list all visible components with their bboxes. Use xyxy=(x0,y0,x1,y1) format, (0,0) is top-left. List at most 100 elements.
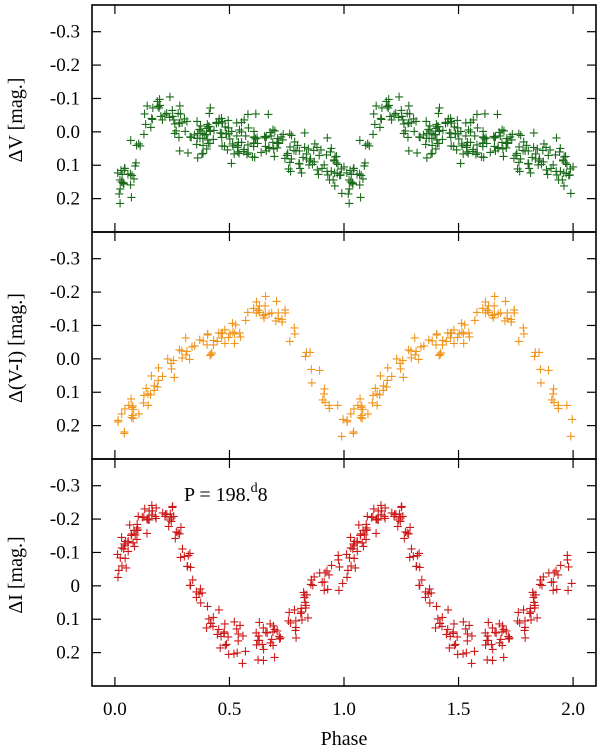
data-point: + xyxy=(240,129,251,144)
data-point: + xyxy=(528,590,539,605)
data-point: + xyxy=(489,289,500,304)
data-point: + xyxy=(427,334,438,349)
data-point: + xyxy=(499,124,510,139)
data-point: + xyxy=(536,376,547,391)
data-point: + xyxy=(260,140,271,155)
data-point: + xyxy=(349,551,360,566)
data-point: + xyxy=(481,131,492,146)
data-point: + xyxy=(348,426,359,441)
data-point: + xyxy=(128,536,139,551)
data-point: + xyxy=(197,147,208,162)
data-point: + xyxy=(191,590,202,605)
data-point: + xyxy=(322,165,333,180)
data-point: + xyxy=(304,158,315,173)
data-point: + xyxy=(169,370,180,385)
data-point: + xyxy=(235,619,246,634)
data-point: + xyxy=(201,122,212,137)
data-point: + xyxy=(198,139,209,154)
data-point: + xyxy=(202,599,213,614)
data-point: + xyxy=(211,115,222,130)
data-point: + xyxy=(203,120,214,135)
data-point: + xyxy=(500,314,511,329)
data-point: + xyxy=(494,636,505,651)
data-point: + xyxy=(371,99,382,114)
data-point: + xyxy=(397,353,408,368)
data-point: + xyxy=(518,321,529,336)
data-point: + xyxy=(361,521,372,536)
data-point: + xyxy=(251,626,262,641)
data-point: + xyxy=(249,150,260,165)
data-point: + xyxy=(235,330,246,345)
data-point: + xyxy=(530,588,541,603)
data-point: + xyxy=(472,121,483,136)
data-point: + xyxy=(558,153,569,168)
data-point: + xyxy=(284,334,295,349)
data-point: + xyxy=(274,629,285,644)
data-point: + xyxy=(270,314,281,329)
data-point: + xyxy=(358,172,369,187)
data-point: + xyxy=(319,158,330,173)
data-point: + xyxy=(265,617,276,632)
data-point: + xyxy=(269,650,280,665)
data-point: + xyxy=(294,157,305,172)
data-point: + xyxy=(424,132,435,147)
data-point: + xyxy=(372,387,383,402)
data-point: + xyxy=(299,588,310,603)
data-point: + xyxy=(523,144,534,159)
data-point: + xyxy=(472,146,483,161)
data-point: + xyxy=(438,123,449,138)
data-point: + xyxy=(345,530,356,545)
data-point: + xyxy=(300,350,311,365)
data-point: + xyxy=(301,147,312,162)
data-point: + xyxy=(268,123,279,138)
data-point: + xyxy=(483,299,494,314)
data-point: + xyxy=(431,599,442,614)
data-point: + xyxy=(467,145,478,160)
data-point: + xyxy=(509,151,520,166)
data-point: + xyxy=(259,130,270,145)
data-point: + xyxy=(445,131,456,146)
data-point: + xyxy=(563,168,574,183)
data-point: + xyxy=(530,599,541,614)
data-point: + xyxy=(434,348,445,363)
data-point: + xyxy=(166,515,177,530)
data-point: + xyxy=(169,117,180,132)
data-point: + xyxy=(145,388,156,403)
data-point: + xyxy=(234,123,245,138)
series-vi-points: + ++ ++ ++ ++ ++ ++ ++ ++ ++ ++ ++ ++ ++ ++ ++ ++ ++ ++ ++ +… xyxy=(113,289,578,444)
data-point: + xyxy=(322,168,333,183)
data-point: + xyxy=(478,130,489,145)
data-point: + xyxy=(267,625,278,640)
data-point: + xyxy=(391,352,402,367)
data-point: + xyxy=(520,631,531,646)
data-point: + xyxy=(480,626,491,641)
data-point: + xyxy=(523,157,534,172)
data-point: + xyxy=(303,142,314,157)
data-point: + xyxy=(223,648,234,663)
data-point: + xyxy=(565,430,576,445)
data-point: + xyxy=(132,517,143,532)
data-point: + xyxy=(534,152,545,167)
data-point: + xyxy=(418,128,429,143)
data-point: + xyxy=(461,646,472,661)
data-point: + xyxy=(195,119,206,134)
data-point: + xyxy=(424,124,435,139)
data-point: + xyxy=(412,548,423,563)
data-point: + xyxy=(479,132,490,147)
data-point: + xyxy=(384,109,395,124)
data-point: + xyxy=(355,190,366,205)
data-point: + xyxy=(359,159,370,174)
data-point: + xyxy=(412,146,423,161)
data-point: + xyxy=(434,136,445,151)
data-point: + xyxy=(529,596,540,611)
data-point: + xyxy=(440,115,451,130)
data-point: + xyxy=(268,142,279,157)
data-point: + xyxy=(430,621,441,636)
data-point: + xyxy=(546,575,557,590)
data-point: + xyxy=(229,647,240,662)
data-point: + xyxy=(113,563,124,578)
data-point: + xyxy=(201,621,212,636)
data-point: + xyxy=(357,536,368,551)
data-point: + xyxy=(208,610,219,625)
data-point: + xyxy=(368,502,379,517)
